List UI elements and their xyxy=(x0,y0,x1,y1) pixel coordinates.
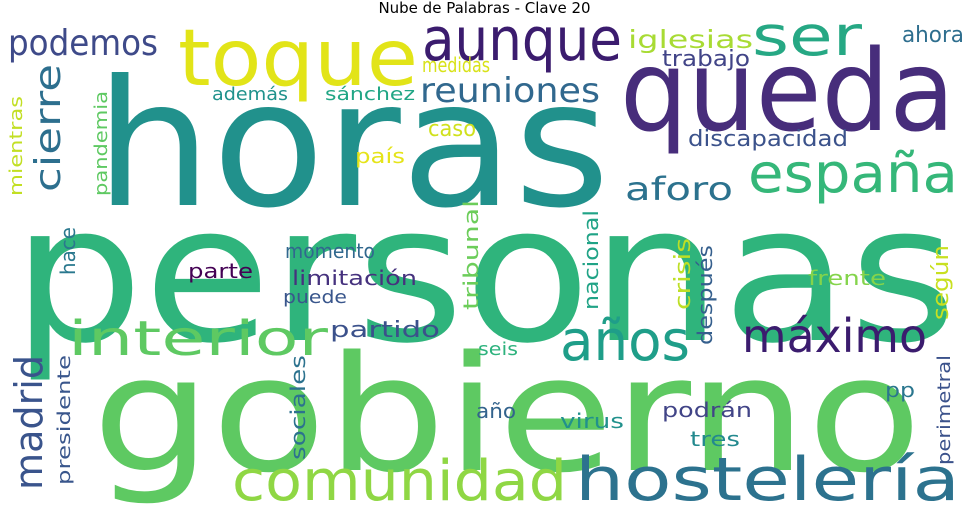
word-frente: frente xyxy=(808,266,886,290)
word-perimetral: perimetral xyxy=(934,355,955,465)
word-máximo: máximo xyxy=(742,309,927,363)
word-queda: queda xyxy=(620,27,955,157)
word-caso: caso xyxy=(428,117,476,142)
word-cierre: cierre xyxy=(28,64,69,192)
word-sociales: sociales xyxy=(286,355,310,460)
word-aunque: aunque xyxy=(422,5,622,75)
word-además: además xyxy=(212,84,288,105)
word-sánchez: sánchez xyxy=(325,84,415,105)
word-gobierno: gobierno xyxy=(92,321,922,507)
word-virus: virus xyxy=(560,409,624,433)
word-discapacidad: discapacidad xyxy=(688,127,848,152)
word-nacional: nacional xyxy=(579,210,603,310)
word-medidas: medidas xyxy=(422,53,490,77)
word-podemos: podemos xyxy=(8,23,158,64)
word-aforo: aforo xyxy=(625,170,733,208)
word-interior: interior xyxy=(68,311,328,367)
word-año: año xyxy=(476,399,516,423)
word-limitación: limitación xyxy=(292,266,417,290)
word-tribunal: tribunal xyxy=(459,200,483,310)
word-puede: puede xyxy=(283,287,347,308)
word-personas: personas xyxy=(12,164,957,385)
word-tres: tres xyxy=(690,427,740,451)
word-país: país xyxy=(355,144,405,168)
word-pandemia: pandemia xyxy=(91,91,112,196)
word-crisis: crisis xyxy=(671,238,696,310)
word-hostelería: hostelería xyxy=(575,445,960,507)
chart-title: Nube de Palabras - Clave 20 xyxy=(378,0,591,17)
word-presidente: presidente xyxy=(54,355,75,485)
word-según: según xyxy=(929,245,954,320)
word-madrid: madrid xyxy=(7,355,51,490)
word-ser: ser xyxy=(752,4,862,68)
word-hace: hace xyxy=(56,227,80,275)
word-seis: seis xyxy=(478,339,518,360)
word-podrán: podrán xyxy=(662,398,752,422)
word-reuniones: reuniones xyxy=(420,71,600,111)
word-partido: partido xyxy=(330,318,440,343)
word-parte: parte xyxy=(188,259,253,283)
word-mientras: mientras xyxy=(6,96,27,196)
word-momento: momento xyxy=(285,239,375,263)
word-iglesias: iglesias xyxy=(628,25,753,54)
word-toque: toque xyxy=(178,14,418,104)
word-después: después xyxy=(693,245,717,345)
word-trabajo: trabajo xyxy=(662,47,750,72)
word-pp: pp xyxy=(885,378,915,402)
word-españa: españa xyxy=(748,142,958,205)
word-comunidad: comunidad xyxy=(232,449,567,507)
word-horas: horas xyxy=(95,44,610,247)
word-años: años xyxy=(560,309,690,374)
word-ahora: ahora xyxy=(902,23,964,48)
